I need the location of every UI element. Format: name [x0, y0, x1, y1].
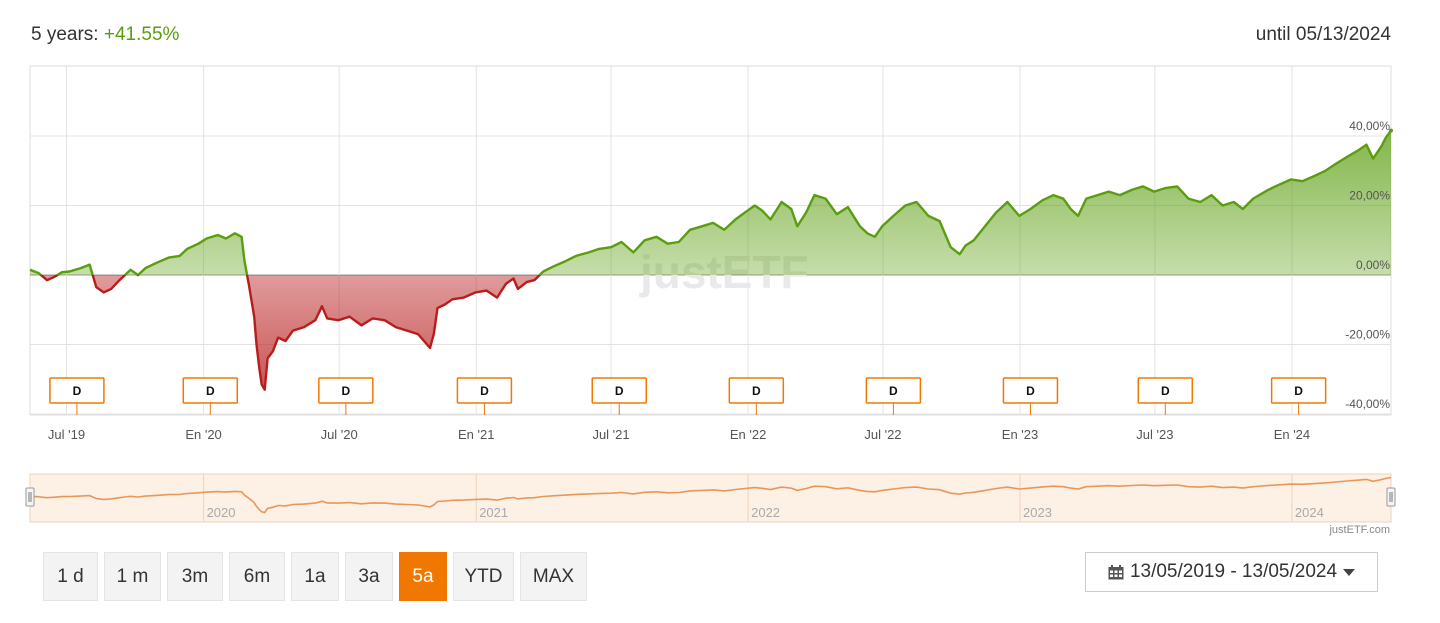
- dividend-flag-label: D: [1294, 384, 1303, 398]
- series-lines: [29, 128, 1393, 391]
- range-button-1a[interactable]: 1a: [291, 552, 339, 601]
- range-button-3a[interactable]: 3a: [345, 552, 393, 601]
- dividend-flag-label: D: [889, 384, 898, 398]
- calendar-icon: [1108, 564, 1124, 579]
- navigator-left-handle[interactable]: [25, 487, 35, 507]
- dividend-flag-label: D: [752, 384, 761, 398]
- dividend-flag-label: D: [1161, 384, 1170, 398]
- series-end-point: [1389, 128, 1393, 133]
- until-date: until 05/13/2024: [1255, 24, 1391, 45]
- x-tick-label: Jul '21: [592, 427, 629, 442]
- range-button-5a[interactable]: 5a: [399, 552, 447, 601]
- dividend-flag[interactable]: D: [1137, 377, 1194, 415]
- range-button-6m[interactable]: 6m: [229, 552, 285, 601]
- x-axis: Jul '19 En '20 Jul '20 En '21 Jul '21 En '22 J…: [48, 427, 1310, 442]
- period-label: 5 years:: [31, 24, 99, 45]
- dividend-flag[interactable]: D: [865, 377, 922, 415]
- y-tick-label: 40,00%: [1349, 119, 1390, 133]
- chart-header: 5 years: +41.55% until 05/13/2024: [31, 24, 1391, 52]
- negative-area: [30, 275, 1391, 390]
- area-fills: [30, 130, 1391, 390]
- dividend-flag-label: D: [615, 384, 624, 398]
- dividend-flag[interactable]: D: [1270, 377, 1327, 415]
- x-tick-label: Jul '22: [864, 427, 901, 442]
- y-tick-label: -40,00%: [1345, 397, 1390, 411]
- dividend-flag-label: D: [342, 384, 351, 398]
- x-tick-label: En '23: [1002, 427, 1038, 442]
- x-tick-label: Jul '20: [321, 427, 358, 442]
- dividend-flag-label: D: [73, 384, 82, 398]
- performance-value: +41.55%: [103, 24, 180, 45]
- navigator-year-label: 2020: [207, 505, 236, 520]
- date-range-picker[interactable]: 13/05/2019 - 13/05/2024: [1085, 552, 1378, 592]
- y-axis: 40,00% 20,00% 0,00% -20,00% -40,00%: [1345, 119, 1390, 411]
- x-tick-label: Jul '19: [48, 427, 85, 442]
- dividend-flag[interactable]: D: [1002, 377, 1059, 415]
- navigator-year-label: 2021: [479, 505, 508, 520]
- dividend-flag-label: D: [206, 384, 215, 398]
- positive-area: [30, 130, 1391, 275]
- x-tick-label: En '20: [185, 427, 221, 442]
- dividend-flag[interactable]: D: [49, 377, 105, 415]
- dividend-flag[interactable]: D: [591, 377, 647, 415]
- dividend-flag[interactable]: D: [728, 377, 785, 415]
- dividend-flag[interactable]: D: [182, 377, 239, 415]
- dividend-flag-label: D: [1026, 384, 1035, 398]
- navigator-year-label: 2022: [751, 505, 780, 520]
- dividend-flag[interactable]: D: [318, 377, 374, 415]
- range-button-1d[interactable]: 1 d: [43, 552, 98, 601]
- y-tick-label: -20,00%: [1345, 328, 1390, 342]
- y-tick-label: 0,00%: [1356, 258, 1390, 272]
- period-performance: 5 years: +41.55%: [31, 24, 179, 46]
- dividend-flag-label: D: [480, 384, 489, 398]
- x-tick-label: Jul '23: [1136, 427, 1173, 442]
- performance-chart: justETF 40,00%20,00%0,00%-20,00%-40,00% …: [25, 65, 1396, 536]
- range-button-1m[interactable]: 1 m: [104, 552, 161, 601]
- navigator-year-label: 2023: [1023, 505, 1052, 520]
- x-tick-label: En '22: [730, 427, 766, 442]
- range-button-max[interactable]: MAX: [520, 552, 587, 601]
- navigator-right-handle[interactable]: [1386, 487, 1396, 507]
- credit: justETF.com: [1328, 524, 1390, 536]
- navigator[interactable]: 2020 2021 2022 2023 2024: [25, 473, 1396, 523]
- dividend-flag[interactable]: D: [456, 377, 513, 415]
- x-tick-label: En '21: [458, 427, 494, 442]
- chevron-down-icon: [1343, 568, 1356, 576]
- navigator-year-label: 2024: [1295, 505, 1324, 520]
- navigator-window[interactable]: [29, 473, 1392, 523]
- range-button-3m[interactable]: 3m: [167, 552, 223, 601]
- series-line-positive: [29, 129, 1392, 275]
- x-tick-label: En '24: [1274, 427, 1310, 442]
- range-button-ytd[interactable]: YTD: [453, 552, 514, 601]
- date-range-label: 13/05/2019 - 13/05/2024: [1129, 561, 1338, 582]
- navigator-line: [29, 476, 1392, 514]
- y-tick-label: 20,00%: [1349, 189, 1390, 203]
